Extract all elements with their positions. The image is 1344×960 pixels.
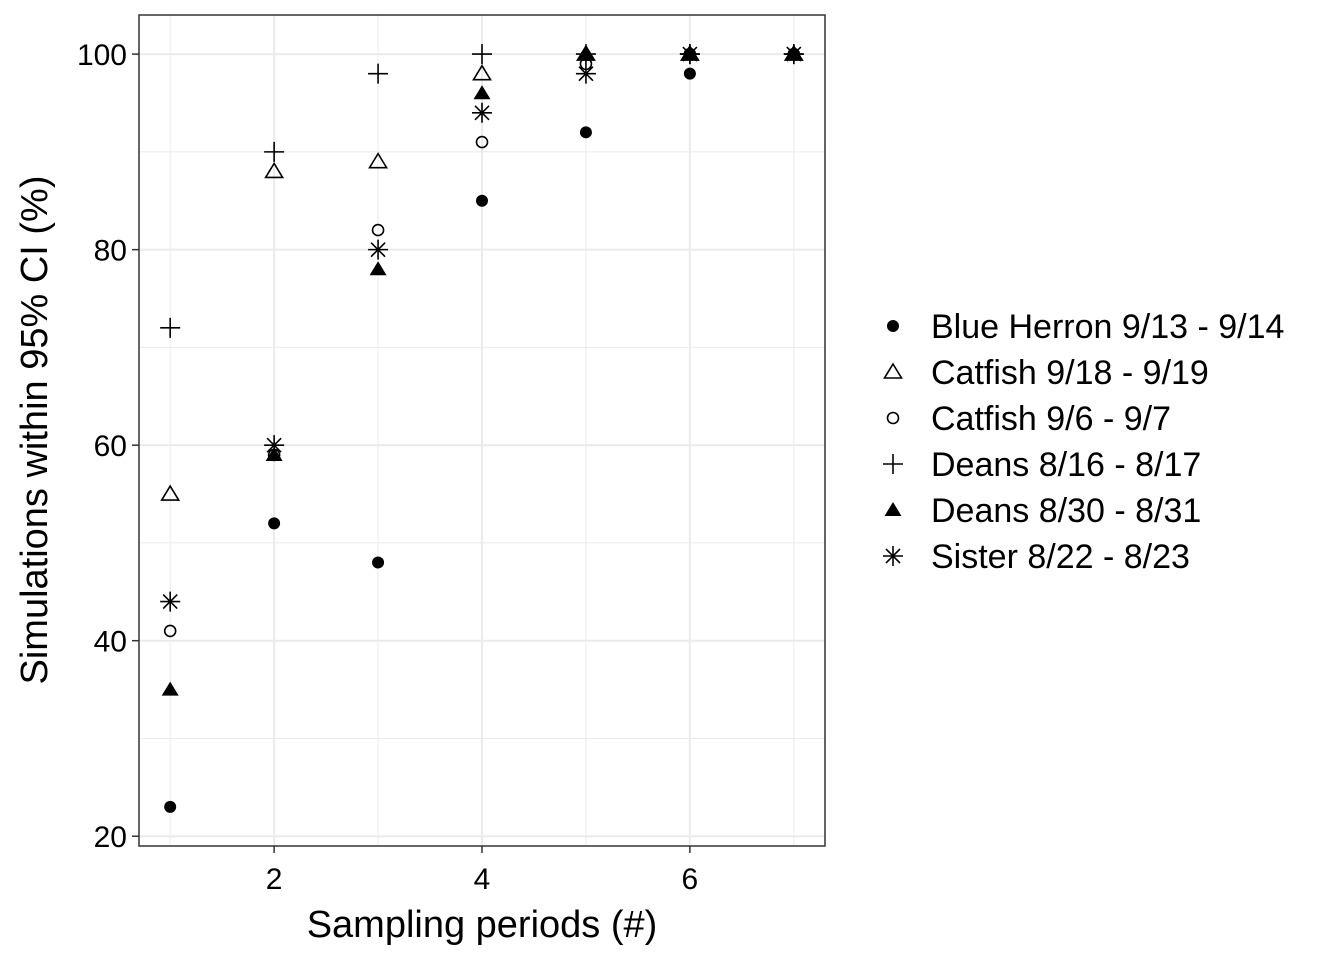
legend: Blue Herron 9/13 - 9/14 Catfish 9/18 - 9/… — [883, 308, 1284, 576]
data-point-series-5 — [369, 261, 387, 276]
data-point-series-1 — [683, 67, 696, 80]
grid-lines — [139, 15, 825, 846]
legend-label: Catfish 9/6 - 9/7 — [931, 400, 1171, 438]
legend-key-5 — [884, 502, 902, 516]
data-point-series-4 — [472, 44, 492, 65]
legend-label: Catfish 9/18 - 9/19 — [931, 354, 1209, 392]
data-point-series-4 — [264, 141, 285, 162]
data-point-series-2 — [264, 161, 285, 179]
data-point-series-5 — [473, 85, 491, 100]
x-tick-label: 4 — [474, 863, 491, 896]
legend-key-4 — [883, 454, 903, 474]
y-tick-label: 40 — [94, 626, 127, 659]
data-point-series-6 — [575, 63, 596, 84]
data-point-series-2 — [472, 64, 492, 81]
data-point-series-6 — [783, 44, 804, 65]
legend-label: Sister 8/22 - 8/23 — [931, 538, 1190, 576]
data-point-series-6 — [264, 435, 285, 456]
data-point-series-6 — [368, 239, 389, 260]
data-point-series-2 — [160, 484, 181, 501]
data-point-series-1 — [579, 126, 592, 139]
data-points — [160, 44, 804, 813]
data-point-series-3 — [475, 135, 489, 149]
y-tick-label: 100 — [77, 39, 127, 72]
y-axis-title: Simulations within 95% CI (%) — [14, 176, 56, 685]
data-point-series-1 — [268, 517, 281, 530]
x-tick-label: 2 — [266, 863, 283, 896]
legend-label: Blue Herron 9/13 - 9/14 — [931, 308, 1284, 346]
data-point-series-1 — [164, 800, 177, 813]
data-point-series-3 — [371, 223, 385, 237]
data-point-series-1 — [476, 194, 488, 207]
legend-label: Deans 8/30 - 8/31 — [931, 492, 1201, 530]
data-point-series-5 — [161, 681, 179, 696]
y-tick-label: 80 — [94, 235, 127, 268]
legend-key-6 — [883, 546, 903, 566]
data-point-series-6 — [472, 102, 492, 123]
legend-key-1 — [887, 320, 899, 332]
data-point-series-5 — [577, 46, 595, 61]
data-point-series-6 — [160, 591, 181, 612]
x-tick-label: 6 — [682, 863, 699, 896]
y-tick-label: 60 — [94, 430, 127, 463]
x-axis-title: Sampling periods (#) — [307, 904, 658, 946]
data-point-series-2 — [368, 152, 388, 169]
data-point-series-6 — [679, 44, 700, 65]
legend-key-3 — [886, 411, 900, 425]
axes: 2 4 6 20 40 60 80 100 — [77, 39, 698, 896]
y-tick-label: 20 — [94, 821, 127, 854]
legend-key-2 — [883, 362, 903, 379]
legend-label: Deans 8/16 - 8/17 — [931, 446, 1201, 484]
data-point-series-3 — [163, 624, 177, 638]
data-point-series-4 — [160, 317, 181, 338]
data-point-series-4 — [368, 63, 389, 84]
data-point-series-1 — [372, 556, 385, 569]
